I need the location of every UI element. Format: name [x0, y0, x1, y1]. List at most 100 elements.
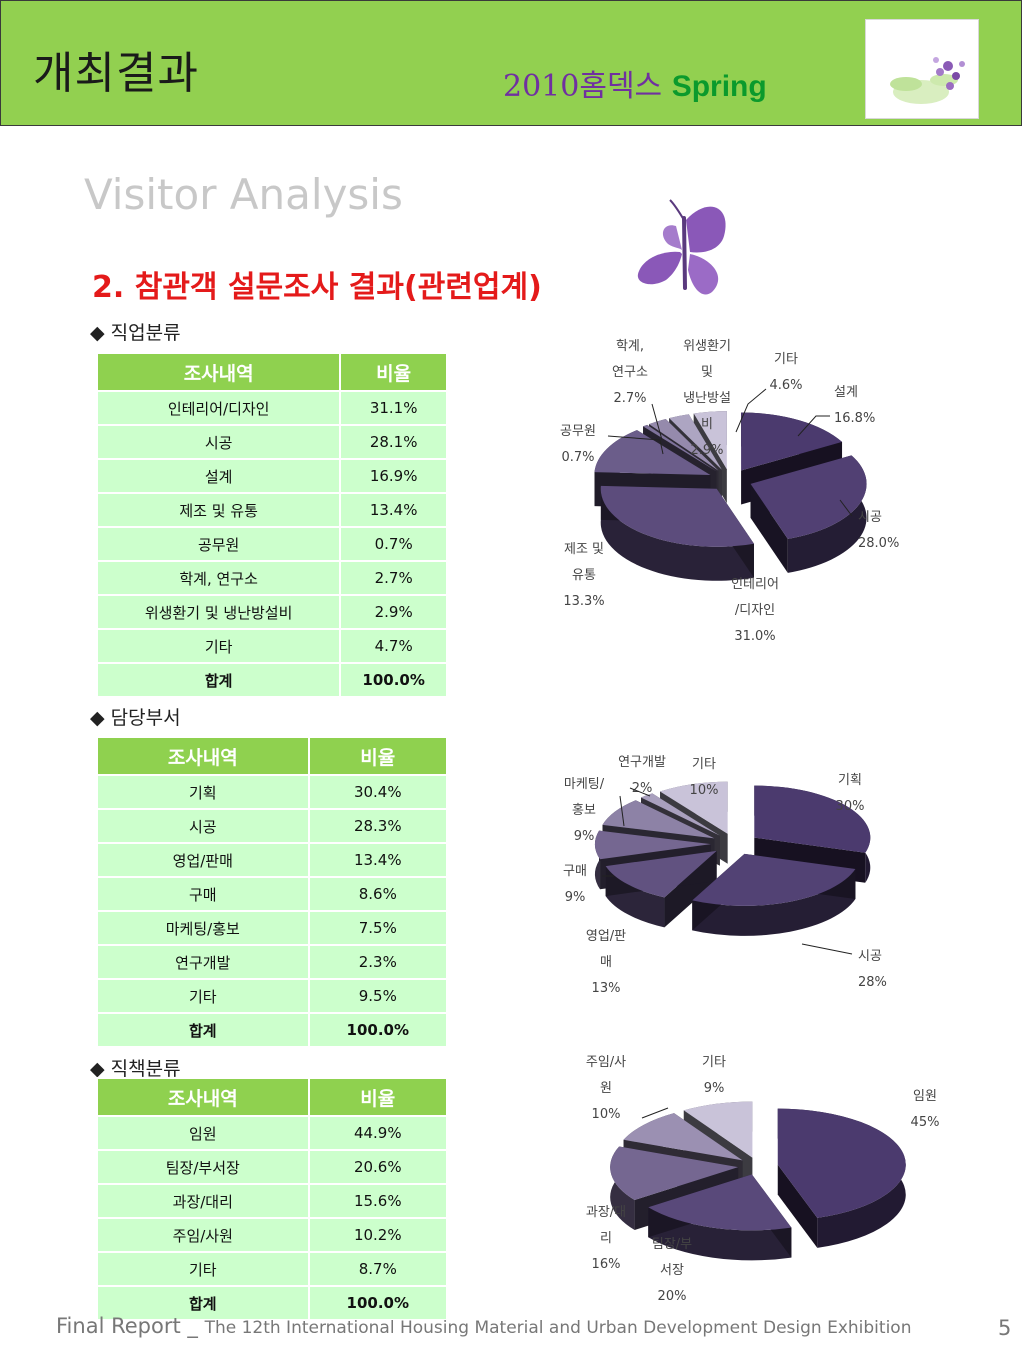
leader-line — [839, 499, 853, 517]
data-label-line: 4.6% — [769, 378, 802, 393]
data-label-line: 30% — [836, 799, 865, 814]
data-label: 주임/사 원 10% — [586, 1055, 626, 1122]
pie-slice-top — [660, 781, 728, 834]
data-label-line: 팀장/부 — [652, 1237, 692, 1252]
flower-image — [865, 19, 979, 119]
table-row: 인테리어/디자인 31.1% — [95, 390, 448, 426]
table-row: 마케팅/홍보 7.5% — [96, 910, 449, 946]
ratio-cell: 100.0% — [307, 1285, 449, 1321]
data-label: 위생환기 및 냉난방설 비 2.9% — [683, 339, 731, 458]
pie-slice-top — [605, 850, 717, 898]
data-label: 임원 45% — [911, 1089, 940, 1130]
ratio-cell: 2.3% — [307, 944, 449, 980]
page-number: 5 — [998, 1316, 1012, 1340]
pie-slice-top — [600, 485, 754, 547]
table-row: 기타 8.7% — [96, 1251, 449, 1287]
data-label-line: 0.7% — [561, 450, 594, 465]
leader-line — [651, 403, 663, 441]
data-label-line: 학계, — [616, 339, 644, 354]
ratio-cell: 13.4% — [307, 842, 449, 878]
data-label-line: 28.0% — [858, 536, 899, 551]
data-label-line: 임원 — [913, 1089, 937, 1104]
column-header-ratio: 비율 — [307, 736, 449, 776]
item-cell: 합계 — [96, 1285, 310, 1321]
pie-slice-top — [669, 414, 722, 470]
item-cell: 임원 — [96, 1115, 310, 1151]
data-label-line: 비 — [701, 417, 713, 432]
table-row: 위생환기 및 냉난방설비 2.9% — [95, 594, 448, 630]
table-row: 팀장/부서장 20.6% — [96, 1149, 449, 1185]
data-label-line: 9% — [565, 890, 586, 905]
table-row: 기타 9.5% — [96, 978, 449, 1014]
data-label: 구매 9% — [563, 864, 587, 905]
data-label-line: 인테리어 — [731, 577, 779, 592]
leader-line — [619, 795, 625, 827]
pie-slice-top — [594, 430, 711, 476]
data-label-line: 13.3% — [563, 594, 604, 609]
pie-slice-top — [693, 411, 727, 470]
table-row: 임원 44.9% — [96, 1115, 449, 1151]
table-row: 기타 4.7% — [95, 628, 448, 664]
department-table: 조사내역 비율 기획 30.4% 시공 28.3% 영업/판매 13.4% 구매 8.6% 마케… — [96, 736, 449, 1048]
ratio-cell: 4.7% — [339, 628, 448, 664]
pie-slice — [648, 1174, 792, 1261]
table-row: 영업/판매 13.4% — [96, 842, 449, 878]
data-label: 마케팅/홍보 9% — [564, 777, 605, 844]
table-row: 시공 28.3% — [96, 808, 449, 844]
table-total-row: 합계 100.0% — [96, 1012, 449, 1048]
table-row: 공무원 0.7% — [95, 526, 448, 562]
item-cell: 인테리어/디자인 — [95, 390, 342, 426]
pie-slice-top — [641, 793, 720, 836]
item-cell: 영업/판매 — [96, 842, 310, 878]
ratio-cell: 100.0% — [307, 1012, 449, 1048]
item-cell: 기타 — [96, 978, 310, 1014]
table-row: 학계, 연구소 2.7% — [95, 560, 448, 596]
ratio-cell: 44.9% — [307, 1115, 449, 1151]
data-label-line: 2.7% — [613, 391, 646, 406]
item-cell: 팀장/부서장 — [96, 1149, 310, 1185]
position-pie-chart: 임원 45% 팀장/부 서장 20% 과장/대 리 16% 주임/사 원 10% 기타 9% — [586, 1055, 940, 1304]
data-label: 제조 및 유통 13.3% — [563, 542, 604, 609]
leader-line — [629, 787, 651, 797]
data-label: 시공 28.0% — [858, 510, 899, 551]
item-cell: 기타 — [96, 1251, 310, 1287]
pie-slice-top — [741, 412, 843, 471]
item-cell: 공무원 — [95, 526, 342, 562]
table-row: 주임/사원 10.2% — [96, 1217, 449, 1253]
table-row: 제조 및 유통 13.4% — [95, 492, 448, 528]
footer-label: Final Report _ — [56, 1314, 198, 1338]
pie-slice-top — [777, 1108, 906, 1218]
leader-line — [801, 943, 853, 955]
table-total-row: 합계 100.0% — [95, 662, 448, 698]
data-label-line: 기타 — [774, 352, 798, 367]
ratio-cell: 7.5% — [307, 910, 449, 946]
data-label-line: 매 — [600, 955, 612, 970]
data-label-line: 서장 — [660, 1263, 684, 1278]
footer-subtitle: The 12th International Housing Material … — [204, 1318, 912, 1338]
data-label-line: 원 — [600, 1081, 612, 1096]
pie-slice — [605, 850, 717, 928]
position-bullet: ◆ 직책분류 — [90, 1058, 181, 1080]
leader-line — [607, 435, 664, 455]
data-label: 팀장/부 서장 20% — [652, 1237, 692, 1304]
department-pie-chart: 기획 30% 시공 28% 영업/판 매 13% 구매 9% 마케팅/홍보 9% 연구개발 2% 기타 10… — [563, 755, 887, 996]
pie-slice-wall — [777, 1164, 818, 1248]
occupation-table: 조사내역 비율 인테리어/디자인 31.1% 시공 28.1% 설계 16.9% 제조 및 … — [95, 352, 448, 698]
item-cell: 학계, 연구소 — [95, 560, 342, 596]
pie-slice — [750, 455, 867, 573]
data-label-line: 연구소 — [612, 365, 648, 380]
item-cell: 합계 — [96, 1012, 310, 1048]
pie-slice-top — [754, 785, 871, 853]
department-bullet: ◆ 담당부서 — [90, 707, 181, 729]
ratio-cell: 9.5% — [307, 978, 449, 1014]
ratio-cell: 10.2% — [307, 1217, 449, 1253]
pie-slice — [600, 485, 754, 581]
data-label-line: 기타 — [702, 1055, 726, 1070]
column-header-ratio: 비율 — [339, 352, 448, 392]
data-label: 설계 16.8% — [834, 385, 875, 426]
ratio-cell: 31.1% — [339, 390, 448, 426]
ratio-cell: 8.6% — [307, 876, 449, 912]
pie-slice — [692, 853, 856, 936]
item-cell: 합계 — [95, 662, 342, 698]
data-label-line: 기타 — [692, 757, 716, 772]
